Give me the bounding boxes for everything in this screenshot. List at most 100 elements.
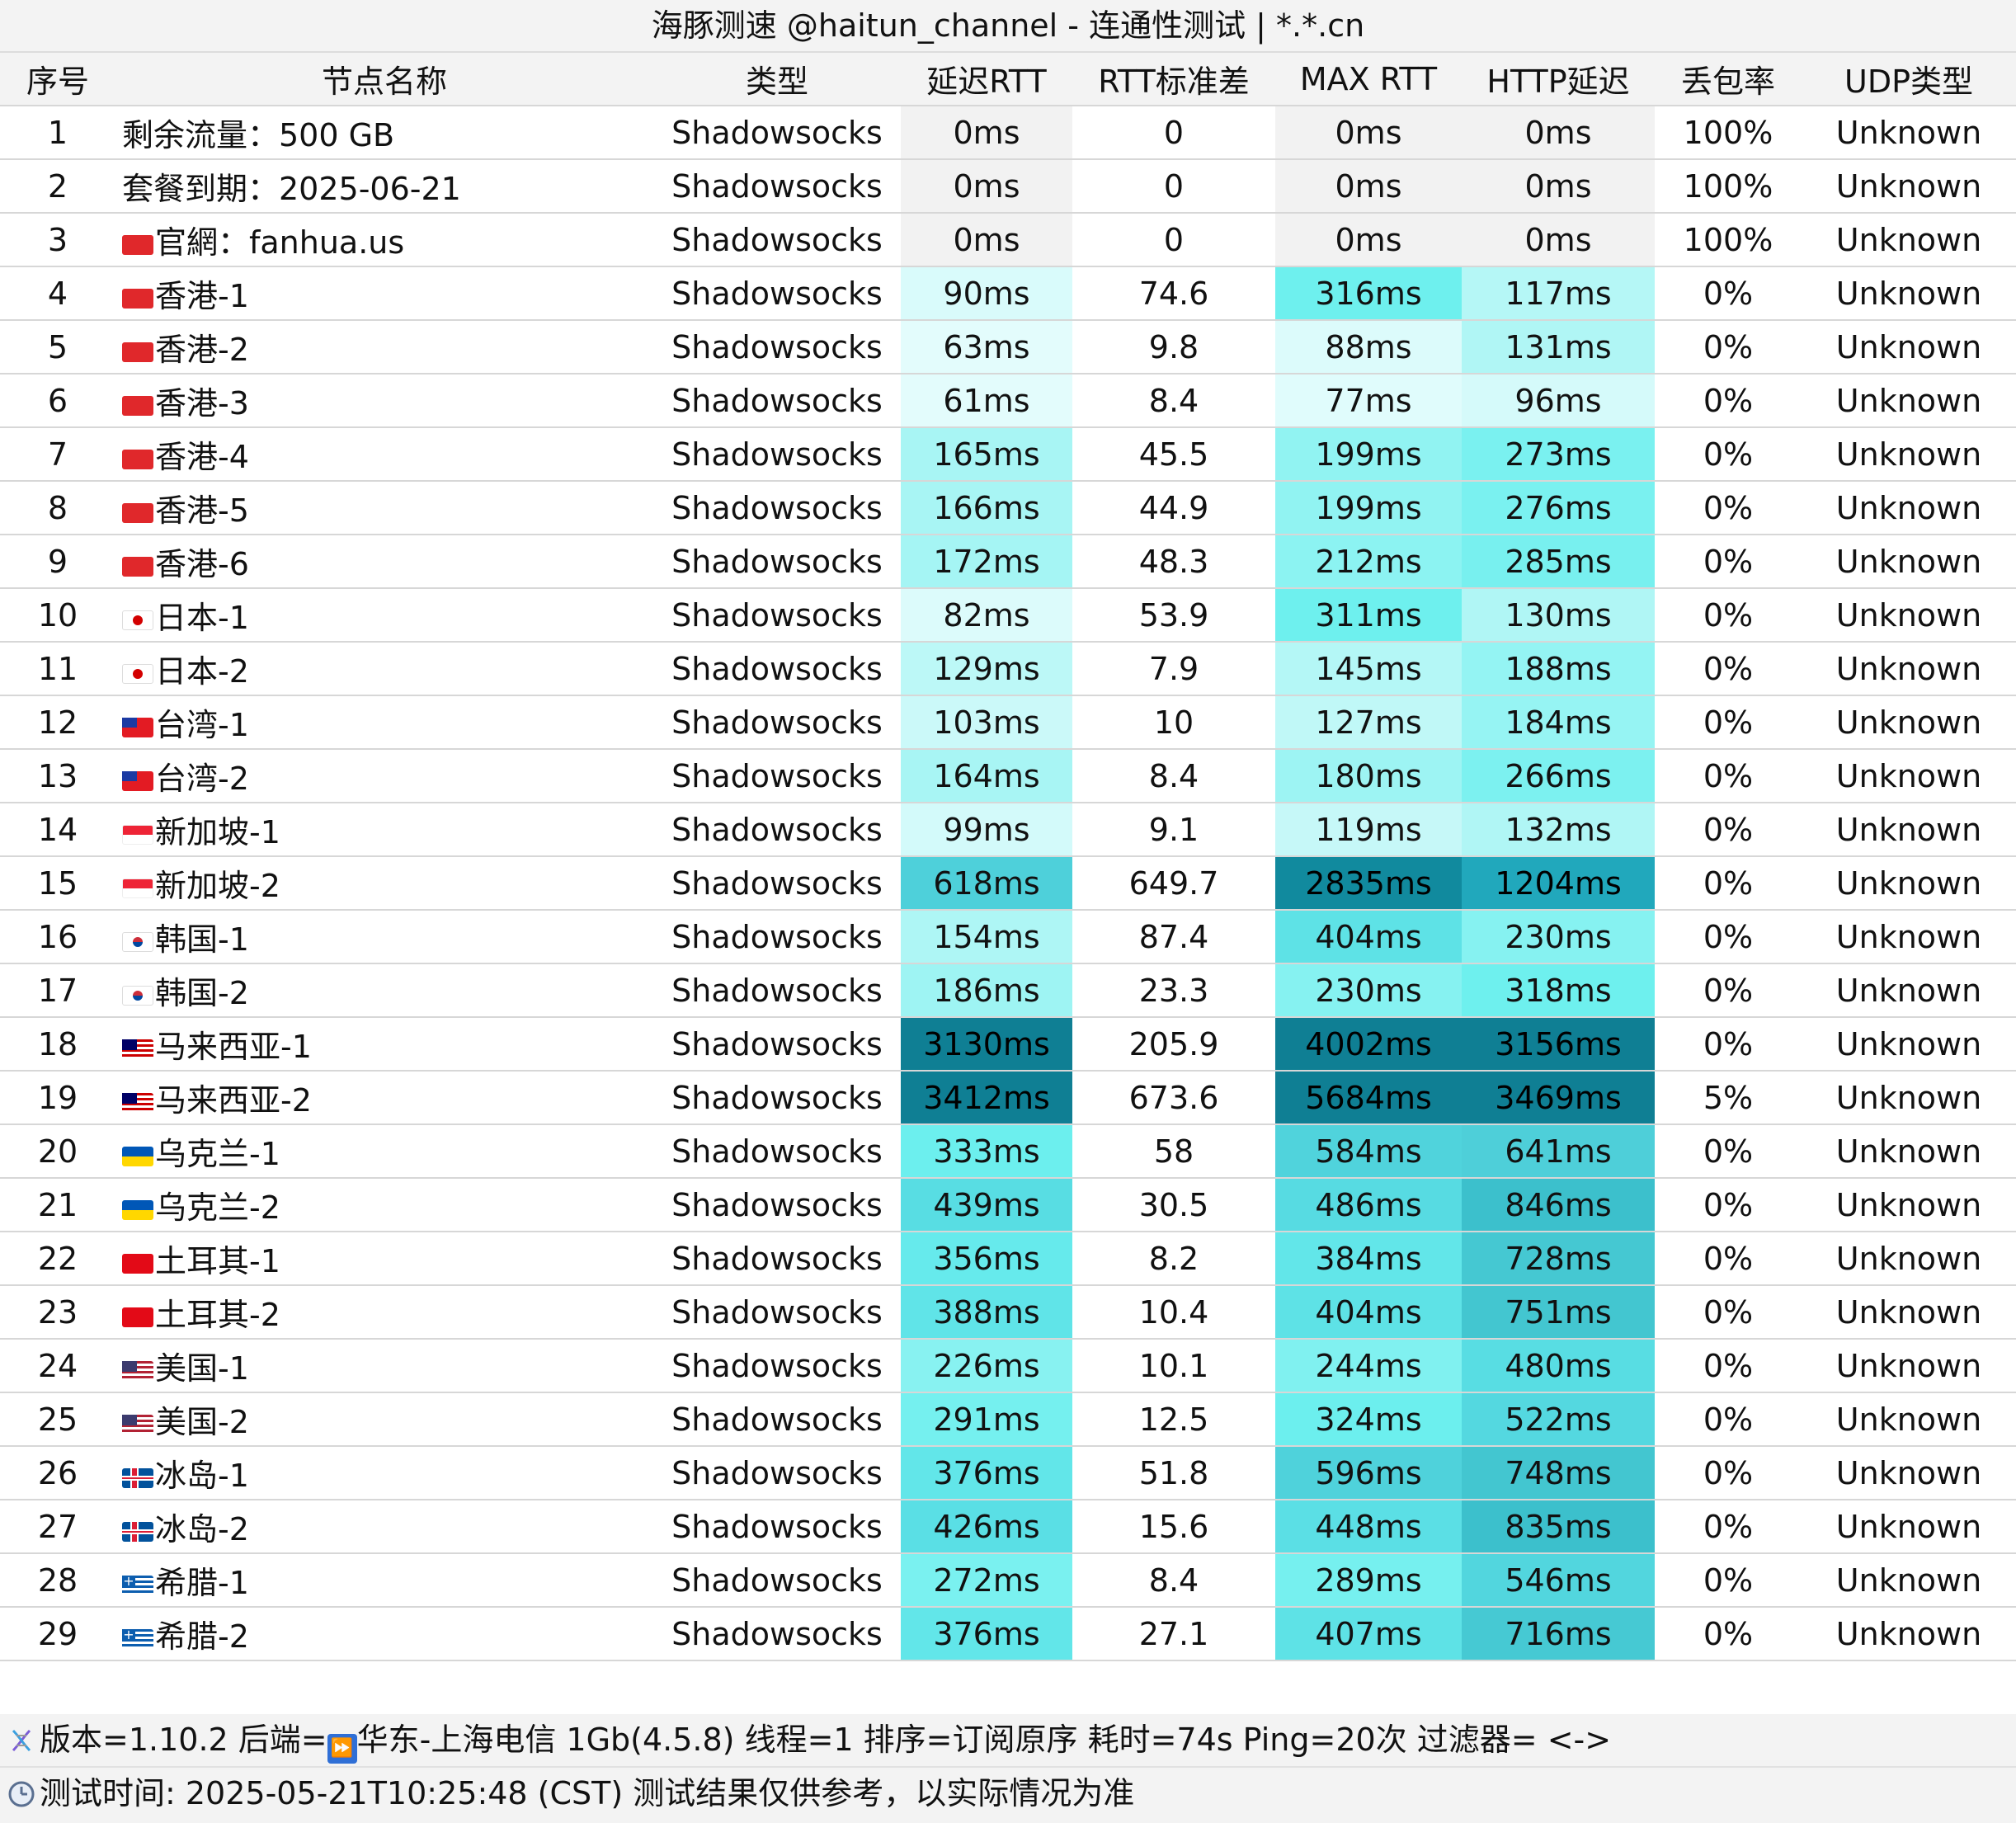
cell-udp-type: Unknown bbox=[1802, 320, 2016, 374]
cell-packet-loss: 0% bbox=[1655, 910, 1802, 964]
table-row[interactable]: 20 乌克兰-1 Shadowsocks 333ms 58 584ms 641ms 0% Unk… bbox=[0, 1124, 2016, 1179]
cell-rtt-stddev: 7.9 bbox=[1072, 642, 1275, 696]
cell-rtt: 0ms bbox=[901, 213, 1072, 267]
cell-index: 19 bbox=[0, 1071, 115, 1125]
cell-rtt-stddev: 74.6 bbox=[1072, 266, 1275, 321]
table-row[interactable]: 28 希腊-1 Shadowsocks272ms8.4289ms546ms0%Unk… bbox=[0, 1553, 2016, 1608]
cell-rtt: 164ms bbox=[901, 749, 1072, 803]
node-name-label: 美国-2 bbox=[155, 1404, 249, 1440]
cell-http-latency: 0ms bbox=[1462, 159, 1655, 214]
cell-rtt: 165ms bbox=[901, 427, 1072, 482]
node-name-label: 乌克兰-1 bbox=[155, 1136, 280, 1172]
cell-index: 14 bbox=[0, 803, 115, 857]
table-row[interactable]: 27 冰岛-2 Shadowsocks 426ms 15.6 448ms 835ms 0% Un… bbox=[0, 1500, 2016, 1554]
node-name-label: 台湾-1 bbox=[155, 707, 249, 743]
header-max-rtt[interactable]: MAX RTT bbox=[1275, 53, 1462, 106]
table-row[interactable]: 5 香港-2 Shadowsocks 63ms 9.8 88ms 131ms 0% Unknow… bbox=[0, 320, 2016, 374]
cell-packet-loss: 0% bbox=[1655, 1124, 1802, 1179]
table-row[interactable]: 24 美国-1 Shadowsocks 226ms 10.1 244ms 480ms 0% Un… bbox=[0, 1339, 2016, 1393]
cell-index: 23 bbox=[0, 1285, 115, 1340]
cell-rtt-stddev: 649.7 bbox=[1072, 856, 1275, 911]
cell-packet-loss: 0% bbox=[1655, 749, 1802, 803]
header-http-latency[interactable]: HTTP延迟 bbox=[1462, 53, 1655, 106]
cell-rtt: 3130ms bbox=[901, 1017, 1072, 1072]
header-rtt-stddev[interactable]: RTT标准差 bbox=[1072, 53, 1275, 106]
cell-node-name: 日本-2 bbox=[115, 642, 653, 696]
cell-udp-type: Unknown bbox=[1802, 374, 2016, 428]
table-row[interactable]: 8 香港-5 Shadowsocks 166ms 44.9 199ms 276ms 0% Unk… bbox=[0, 481, 2016, 535]
table-row[interactable]: 18 马来西亚-1 Shadowsocks 3130ms 205.9 4002ms 3156… bbox=[0, 1017, 2016, 1072]
node-name-label: 乌克兰-2 bbox=[155, 1189, 280, 1226]
table-row[interactable]: 16 韩国-1 Shadowsocks 154ms 87.4 404ms 230ms 0% Un… bbox=[0, 910, 2016, 964]
table-row[interactable]: 6 香港-3 Shadowsocks 61ms 8.4 77ms 96ms 0% Unknown bbox=[0, 374, 2016, 428]
cell-type: Shadowsocks bbox=[653, 1446, 901, 1500]
cell-rtt: 426ms bbox=[901, 1500, 1072, 1554]
cell-http-latency: 546ms bbox=[1462, 1553, 1655, 1608]
header-packet-loss[interactable]: 丢包率 bbox=[1655, 53, 1802, 106]
table-row[interactable]: 26 冰岛-1 Shadowsocks 376ms 51.8 596ms 748ms 0% Un… bbox=[0, 1446, 2016, 1500]
table-row[interactable]: 7 香港-4 Shadowsocks 165ms 45.5 199ms 273ms 0% Unk… bbox=[0, 427, 2016, 482]
cell-rtt: 376ms bbox=[901, 1446, 1072, 1500]
table-row[interactable]: 25 美国-2 Shadowsocks 291ms 12.5 324ms 522ms 0% Un… bbox=[0, 1392, 2016, 1447]
cell-index: 9 bbox=[0, 535, 115, 589]
cell-udp-type: Unknown bbox=[1802, 1124, 2016, 1179]
cell-rtt: 82ms bbox=[901, 588, 1072, 643]
cell-udp-type: Unknown bbox=[1802, 588, 2016, 643]
cell-packet-loss: 0% bbox=[1655, 588, 1802, 643]
cell-http-latency: 748ms bbox=[1462, 1446, 1655, 1500]
cell-node-name: 香港-6 bbox=[115, 535, 653, 589]
header-udp-type[interactable]: UDP类型 bbox=[1802, 53, 2016, 106]
cell-rtt: 103ms bbox=[901, 695, 1072, 750]
table-row[interactable]: 19 马来西亚-2 Shadowsocks 3412ms 673.6 5684ms 3469… bbox=[0, 1071, 2016, 1125]
footer-backend-text: 华东-上海电信 1Gb(4.5.8) 线程=1 排序=订阅原序 耗时=74s P… bbox=[356, 1722, 1612, 1758]
status-footer: 版本=1.10.2 后端= ⏩ 华东-上海电信 1Gb(4.5.8) 线程=1 排序… bbox=[0, 1714, 2016, 1823]
flag-us-icon bbox=[122, 1361, 153, 1381]
table-row[interactable]: 13 台湾-2 Shadowsocks 164ms 8.4 180ms 266ms 0% Unk… bbox=[0, 749, 2016, 803]
table-row[interactable]: 17 韩国-2 Shadowsocks 186ms 23.3 230ms 318ms 0% Un… bbox=[0, 963, 2016, 1018]
cell-rtt: 376ms bbox=[901, 1607, 1072, 1661]
cell-type: Shadowsocks bbox=[653, 481, 901, 535]
table-row[interactable]: 3 官網：fanhua.us Shadowsocks 0ms 0 0ms 0ms 100% Un… bbox=[0, 213, 2016, 267]
table-row[interactable]: 2 套餐到期：2025-06-21 Shadowsocks 0ms 0 0ms 0ms 100… bbox=[0, 159, 2016, 214]
header-rtt[interactable]: 延迟RTT bbox=[901, 53, 1072, 106]
table-row[interactable]: 14 新加坡-1 Shadowsocks 99ms 9.1 119ms 132ms 0% Unk… bbox=[0, 803, 2016, 857]
cell-index: 12 bbox=[0, 695, 115, 750]
flag-hk-icon bbox=[122, 235, 153, 255]
table-row[interactable]: 9 香港-6 Shadowsocks 172ms 48.3 212ms 285ms 0% Unk… bbox=[0, 535, 2016, 589]
table-row[interactable]: 21 乌克兰-2 Shadowsocks 439ms 30.5 486ms 846ms 0% U… bbox=[0, 1178, 2016, 1232]
cell-node-name: 韩国-1 bbox=[115, 910, 653, 964]
node-name-label: 香港-4 bbox=[155, 439, 249, 475]
table-row[interactable]: 1 剩余流量：500 GB Shadowsocks 0ms 0 0ms 0ms 100% Unk… bbox=[0, 106, 2016, 160]
cell-packet-loss: 0% bbox=[1655, 1285, 1802, 1340]
cell-udp-type: Unknown bbox=[1802, 1232, 2016, 1286]
cell-rtt-stddev: 10 bbox=[1072, 695, 1275, 750]
cell-packet-loss: 5% bbox=[1655, 1071, 1802, 1125]
header-index[interactable]: 序号 bbox=[0, 53, 115, 106]
flag-hk-icon bbox=[122, 503, 153, 523]
node-name-label: 冰岛-1 bbox=[155, 1458, 249, 1494]
table-row[interactable]: 11 日本-2 Shadowsocks 129ms 7.9 145ms 188ms 0% Unk… bbox=[0, 642, 2016, 696]
cell-rtt-stddev: 15.6 bbox=[1072, 1500, 1275, 1554]
flag-my-icon bbox=[122, 1093, 153, 1113]
table-row[interactable]: 10 日本-1 Shadowsocks 82ms 53.9 311ms 130ms 0% Unk… bbox=[0, 588, 2016, 643]
table-row[interactable]: 4 香港-1 Shadowsocks 90ms 74.6 316ms 117ms 0% Unkn… bbox=[0, 266, 2016, 321]
cell-node-name: 套餐到期：2025-06-21 bbox=[115, 159, 653, 214]
table-row[interactable]: 29 希腊-2 Shadowsocks376ms27.1407ms716ms0%Un… bbox=[0, 1607, 2016, 1661]
cell-udp-type: Unknown bbox=[1802, 106, 2016, 160]
cell-http-latency: 132ms bbox=[1462, 803, 1655, 857]
cell-max-rtt: 311ms bbox=[1275, 588, 1462, 643]
footer-version-text: 版本=1.10.2 后端= bbox=[40, 1722, 327, 1758]
cell-rtt: 99ms bbox=[901, 803, 1072, 857]
cell-index: 24 bbox=[0, 1339, 115, 1393]
cell-type: Shadowsocks bbox=[653, 427, 901, 482]
table-row[interactable]: 15 新加坡-2 Shadowsocks 618ms 649.7 2835ms 1204ms… bbox=[0, 856, 2016, 911]
cell-max-rtt: 77ms bbox=[1275, 374, 1462, 428]
table-row[interactable]: 23 土耳其-2 Shadowsocks 388ms 10.4 404ms 751ms 0% U… bbox=[0, 1285, 2016, 1340]
cell-packet-loss: 0% bbox=[1655, 1178, 1802, 1232]
header-type[interactable]: 类型 bbox=[653, 53, 901, 106]
table-row[interactable]: 22 土耳其-1 Shadowsocks 356ms 8.2 384ms 728ms 0% Un… bbox=[0, 1232, 2016, 1286]
cell-max-rtt: 584ms bbox=[1275, 1124, 1462, 1179]
flag-hk-icon bbox=[122, 342, 153, 362]
header-node-name[interactable]: 节点名称 bbox=[115, 53, 653, 106]
table-row[interactable]: 12 台湾-1 Shadowsocks 103ms 10 127ms 184ms 0% Unkn… bbox=[0, 695, 2016, 750]
